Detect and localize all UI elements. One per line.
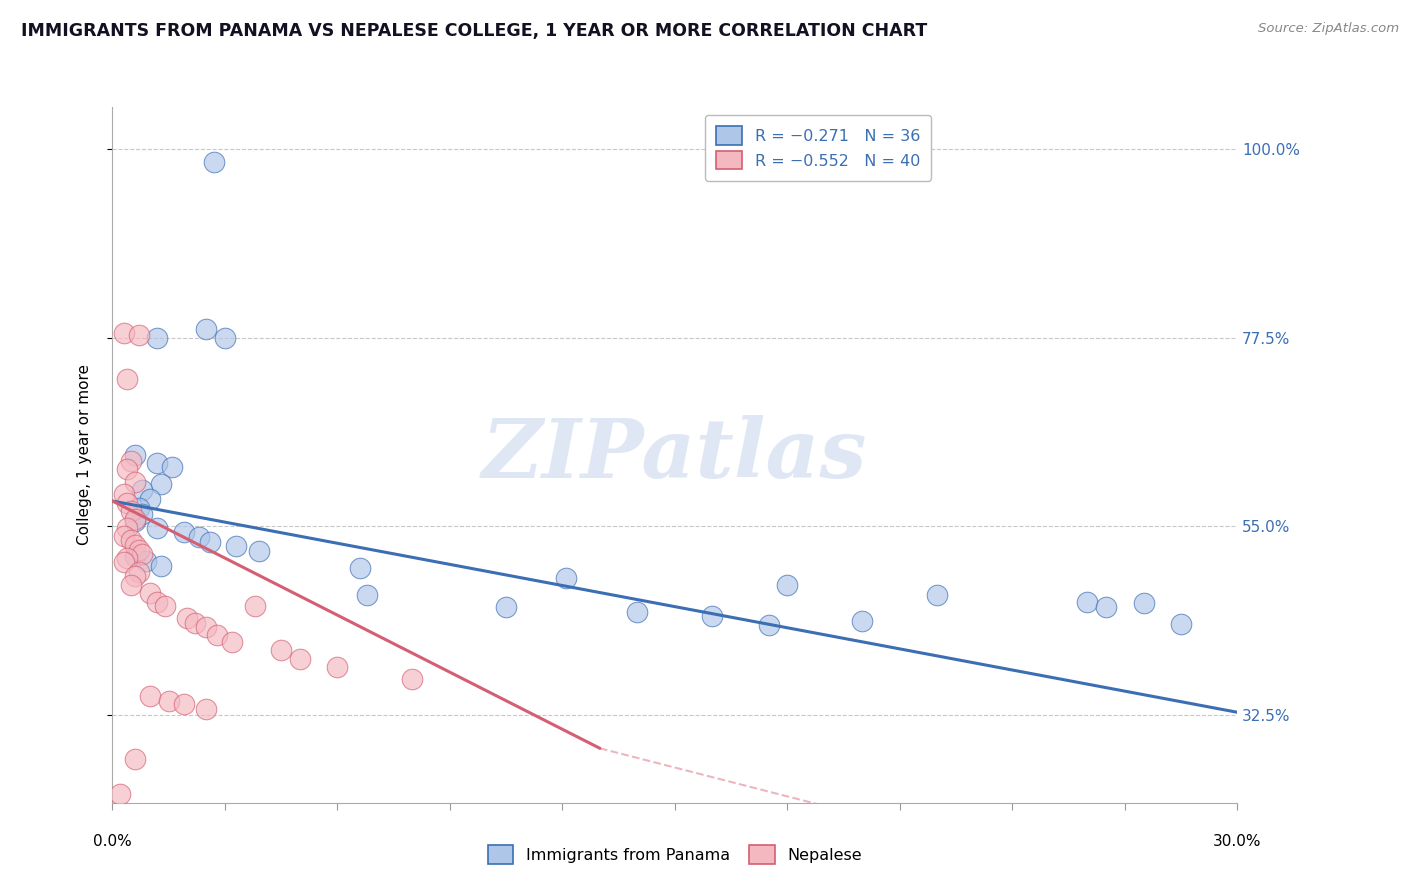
Point — [270, 643, 292, 657]
Point — [758, 618, 780, 632]
Text: ZIPatlas: ZIPatlas — [482, 415, 868, 495]
Point — [124, 752, 146, 766]
Point — [195, 620, 218, 634]
Point — [124, 512, 146, 526]
Text: IMMIGRANTS FROM PANAMA VS NEPALESE COLLEGE, 1 YEAR OR MORE CORRELATION CHART: IMMIGRANTS FROM PANAMA VS NEPALESE COLLE… — [21, 22, 928, 40]
Point — [150, 477, 173, 491]
Point — [243, 599, 266, 613]
Point — [195, 322, 218, 336]
Y-axis label: College, 1 year or more: College, 1 year or more — [77, 365, 91, 545]
Point — [162, 460, 184, 475]
Point — [150, 558, 173, 573]
Point — [146, 594, 169, 608]
Point — [225, 539, 247, 553]
Point — [139, 491, 162, 506]
Point — [120, 533, 142, 548]
Point — [139, 586, 162, 600]
Point — [128, 328, 150, 343]
Point — [117, 496, 139, 510]
Point — [146, 521, 169, 535]
Text: Source: ZipAtlas.com: Source: ZipAtlas.com — [1258, 22, 1399, 36]
Point — [202, 154, 225, 169]
Point — [120, 454, 142, 468]
Point — [207, 628, 229, 642]
Point — [195, 702, 218, 716]
Point — [776, 578, 799, 592]
Point — [112, 529, 135, 543]
Point — [128, 542, 150, 557]
Point — [135, 554, 157, 568]
Point — [401, 672, 423, 686]
Point — [124, 514, 146, 528]
Point — [120, 504, 142, 518]
Point — [851, 614, 873, 628]
Point — [120, 578, 142, 592]
Point — [128, 566, 150, 580]
Point — [288, 651, 311, 665]
Point — [146, 330, 169, 344]
Point — [1132, 596, 1154, 610]
Point — [131, 547, 153, 561]
Point — [356, 588, 378, 602]
Point — [626, 605, 648, 619]
Point — [112, 487, 135, 501]
Point — [124, 549, 146, 564]
Point — [247, 544, 270, 558]
Point — [117, 462, 139, 476]
Point — [157, 693, 180, 707]
Point — [495, 600, 517, 615]
Point — [198, 535, 221, 549]
Point — [153, 599, 176, 613]
Point — [173, 524, 195, 539]
Point — [349, 561, 371, 575]
Text: 0.0%: 0.0% — [93, 834, 132, 849]
Point — [326, 660, 349, 674]
Point — [1170, 617, 1192, 632]
Point — [139, 689, 162, 703]
Point — [146, 456, 169, 470]
Point — [184, 615, 207, 630]
Point — [124, 538, 146, 552]
Point — [124, 569, 146, 583]
Point — [108, 788, 131, 802]
Point — [221, 635, 243, 649]
Point — [702, 608, 724, 623]
Point — [187, 530, 209, 544]
Point — [124, 475, 146, 489]
Point — [173, 697, 195, 711]
Point — [214, 330, 236, 344]
Point — [927, 588, 949, 602]
Point — [176, 611, 198, 625]
Point — [131, 483, 153, 497]
Text: 30.0%: 30.0% — [1213, 834, 1261, 849]
Point — [112, 555, 135, 569]
Point — [128, 500, 150, 515]
Point — [117, 521, 139, 535]
Point — [555, 571, 578, 585]
Legend: Immigrants from Panama, Nepalese: Immigrants from Panama, Nepalese — [477, 834, 873, 875]
Point — [124, 448, 146, 462]
Point — [117, 372, 139, 386]
Point — [131, 507, 153, 521]
Point — [1095, 600, 1118, 615]
Point — [112, 326, 135, 341]
Point — [117, 551, 139, 566]
Point — [1076, 594, 1098, 608]
